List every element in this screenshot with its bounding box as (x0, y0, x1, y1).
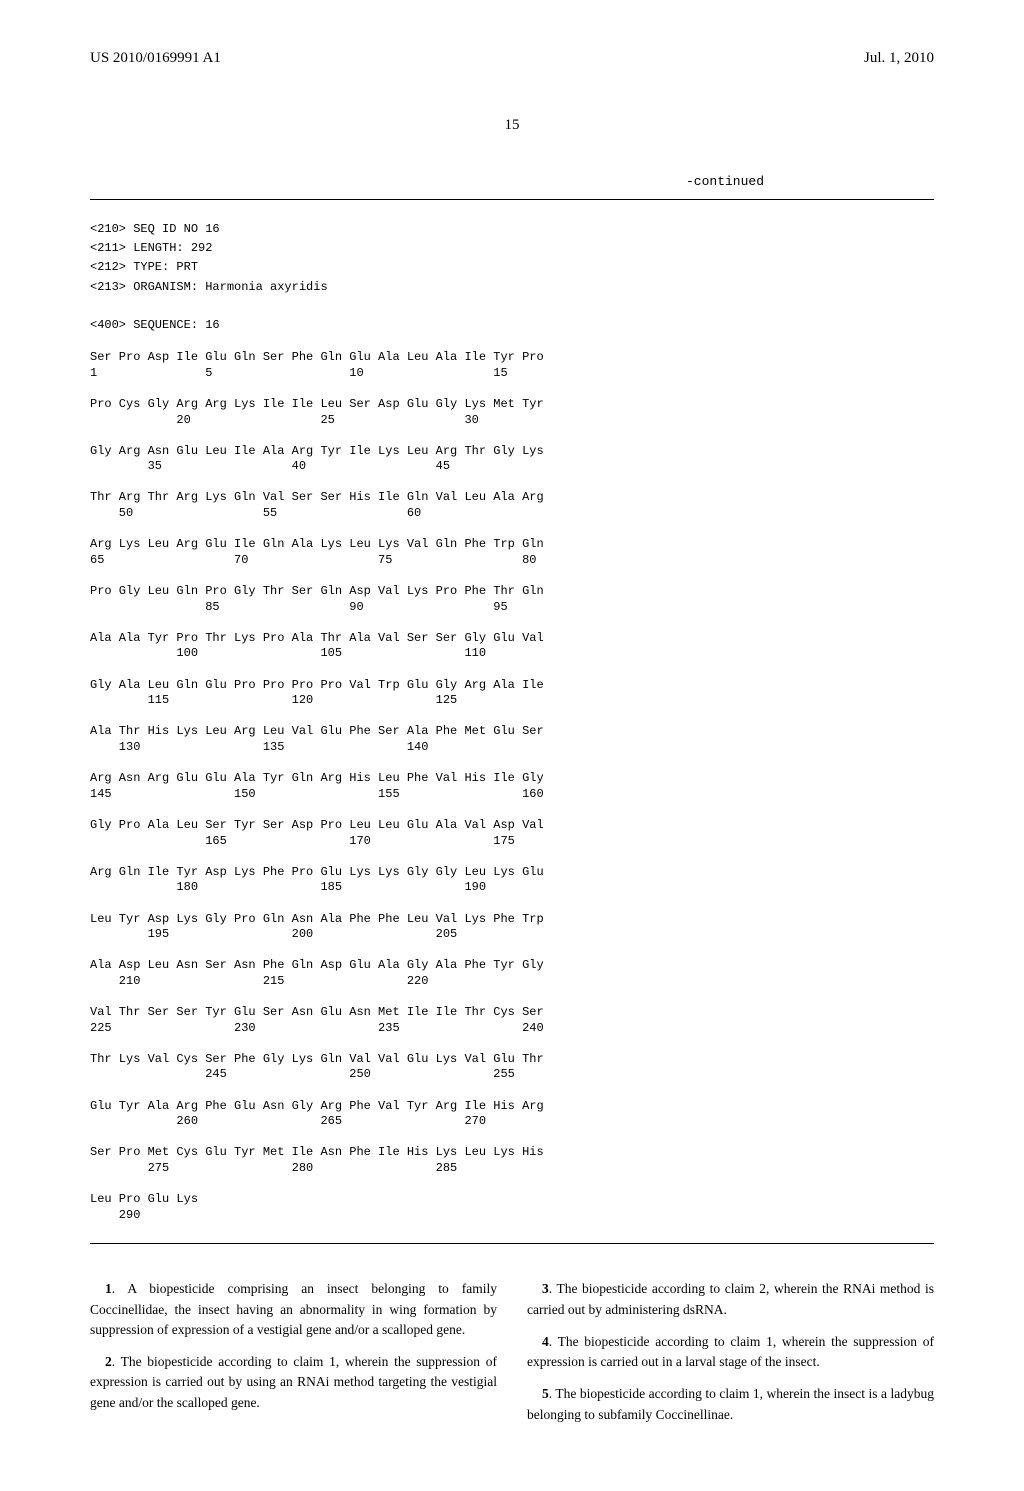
claim-text: . The biopesticide according to claim 2,… (527, 1281, 934, 1316)
sequence-metadata: <210> SEQ ID NO 16 <211> LENGTH: 292 <21… (90, 220, 934, 335)
claim-number: 3 (542, 1281, 549, 1296)
claim-number: 2 (105, 1354, 112, 1369)
claim: 1. A biopesticide comprising an insect b… (90, 1279, 497, 1340)
claim: 5. The biopesticide according to claim 1… (527, 1384, 934, 1425)
publication-number: US 2010/0169991 A1 (90, 50, 221, 67)
publication-date: Jul. 1, 2010 (864, 50, 934, 67)
claim-number: 1 (105, 1281, 112, 1296)
continued-label: -continued (90, 174, 934, 189)
claim-text: . The biopesticide according to claim 1,… (527, 1334, 934, 1369)
claim-number: 4 (542, 1334, 549, 1349)
divider-top (90, 199, 934, 200)
claim-text: . A biopesticide comprising an insect be… (90, 1281, 497, 1337)
claim-text: . The biopesticide according to claim 1,… (90, 1354, 497, 1410)
claims-section: 1. A biopesticide comprising an insect b… (90, 1279, 934, 1431)
claim: 2. The biopesticide according to claim 1… (90, 1352, 497, 1413)
divider-bottom (90, 1243, 934, 1244)
claim-number: 5 (542, 1386, 549, 1401)
protein-sequence: Ser Pro Asp Ile Glu Gln Ser Phe Gln Glu … (90, 350, 934, 1223)
page-number: 15 (90, 117, 934, 134)
claim: 3. The biopesticide according to claim 2… (527, 1279, 934, 1320)
claim-text: . The biopesticide according to claim 1,… (527, 1386, 934, 1421)
claim: 4. The biopesticide according to claim 1… (527, 1332, 934, 1373)
